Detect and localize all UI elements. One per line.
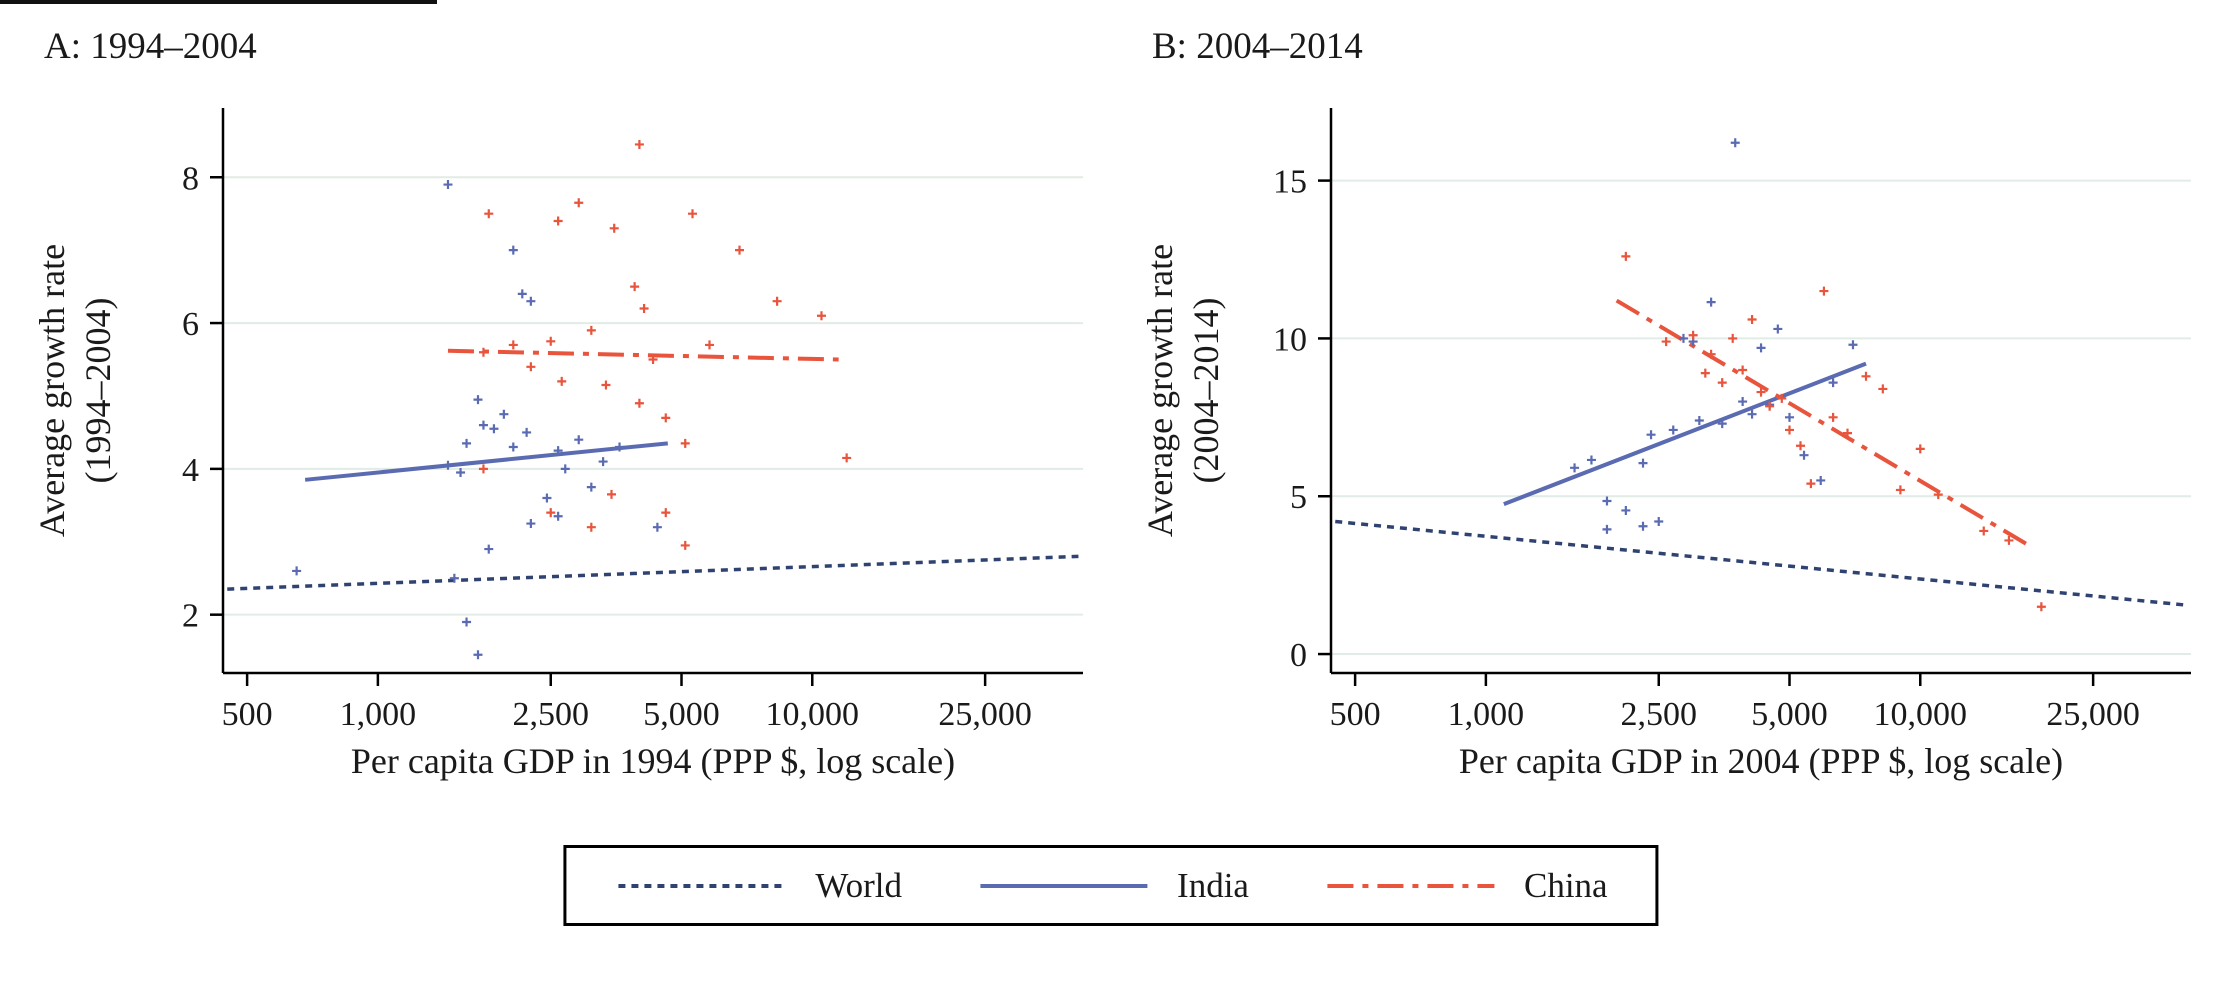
y-axis-label-line2: (1994–2004) [78,298,118,484]
x-tick-label: 25,000 [938,696,1032,733]
india-trendline [1503,361,1867,506]
china-scatter [1621,251,2046,612]
india-trendline [304,441,669,482]
china-trendline [1615,298,2033,549]
world-trendline [227,554,1079,591]
legend-item-india: India [976,868,1249,903]
trend-lines [227,348,1079,591]
x-tick-label: 25,000 [2046,696,2140,733]
china-scatter [478,139,852,550]
legend-label-china: China [1523,866,1608,905]
panel-title: A: 1994–2004 [44,26,257,67]
x-tick-label: 5,000 [643,696,720,733]
x-tick-label: 5,000 [1751,696,1828,733]
panel-b: 500 1,000 2,500 5,000 10,000 25,000 0 5 10 15 B: 2… [1116,8,2216,800]
trend-lines [1335,298,2187,607]
chart-panel-b: 500 1,000 2,500 5,000 10,000 25,000 0 5 10 15 B: 2… [1140,26,2191,781]
x-tick-label: 2,500 [512,696,589,733]
y-axis-label-line2: (2004–2014) [1186,298,1226,484]
legend-item-world: World [614,868,902,903]
india-scatter [292,180,662,660]
y-tick-label: 5 [1290,479,1307,516]
y-axis-label-line1: Average growth rate [1140,244,1180,537]
x-tick-label: 1,000 [1448,696,1525,733]
china-line-sample [1326,883,1494,888]
x-tick-label: 500 [1330,696,1381,733]
y-tick-label: 2 [182,598,199,635]
panel-title: B: 2004–2014 [1152,26,1363,67]
axes [1329,108,2191,675]
panel-a: 500 1,000 2,500 5,000 10,000 25,000 2 4 6 8 A: 199… [8,8,1108,800]
x-tick-label: 10,000 [1874,696,1968,733]
gridlines [1331,179,2191,656]
x-tick-label: 500 [222,696,273,733]
y-tick-label: 15 [1273,164,1307,201]
world-trendline [1335,519,2187,607]
gridlines [223,176,1083,616]
legend-label-world: World [815,866,903,905]
y-axis-label-line1: Average growth rate [32,244,72,537]
top-edge-rule [0,0,437,4]
y-tick-label: 10 [1273,321,1307,358]
y-tick-label: 6 [182,306,199,343]
x-axis-label: Per capita GDP in 1994 (PPP $, log scale… [351,741,955,781]
x-tick-label: 2,500 [1620,696,1697,733]
china-trendline [447,348,839,362]
y-tick-label: 8 [182,160,199,197]
legend-item-china: China [1323,868,1608,903]
world-line-sample [618,883,786,888]
legend-label-india: India [1177,866,1249,905]
india-scatter [1570,138,1858,534]
axes [221,108,1083,675]
chart-panel-a: 500 1,000 2,500 5,000 10,000 25,000 2 4 6 8 A: 199… [32,26,1083,781]
india-line-sample [980,883,1148,888]
x-axis-label: Per capita GDP in 2004 (PPP $, log scale… [1459,741,2063,781]
x-tick-label: 10,000 [766,696,860,733]
x-tick-label: 1,000 [340,696,417,733]
y-tick-label: 0 [1290,637,1307,674]
chart-legend: World India China [563,845,1659,926]
y-tick-label: 4 [182,452,199,489]
